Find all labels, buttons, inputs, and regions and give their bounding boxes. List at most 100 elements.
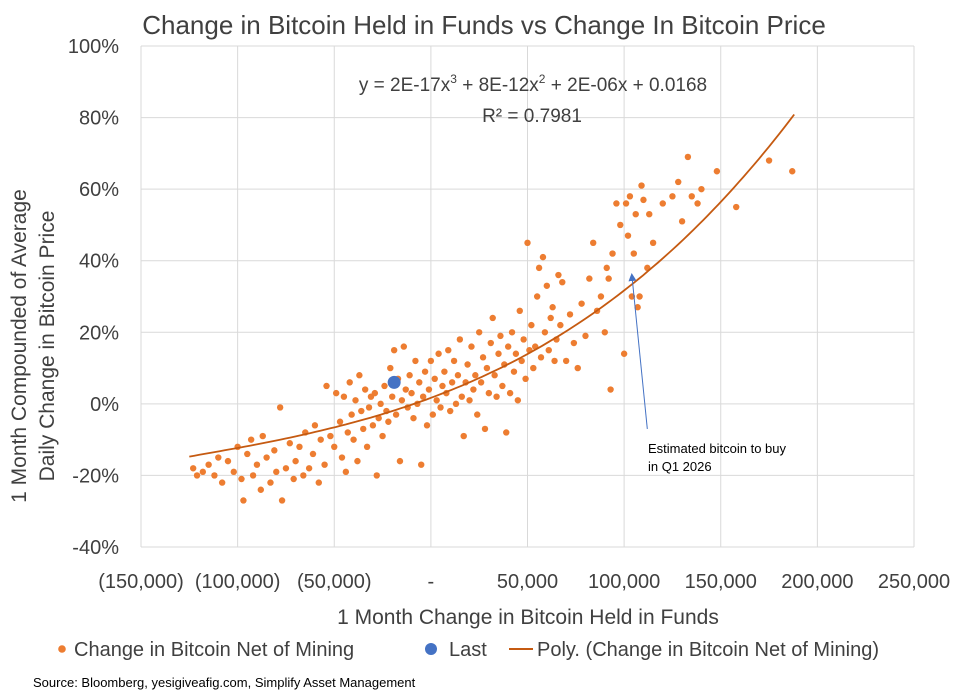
scatter-point [493, 393, 500, 400]
scatter-point [400, 343, 408, 350]
scatter-point [402, 386, 409, 393]
scatter-point [698, 185, 705, 193]
legend-label-last: Last [449, 639, 487, 661]
scatter-point [189, 465, 197, 472]
scatter-point [545, 346, 552, 354]
scatter-point [427, 357, 435, 365]
scatter-point [425, 386, 433, 393]
scatter-point [390, 346, 398, 354]
scatter-point [358, 407, 365, 415]
scatter-point [273, 468, 280, 476]
y-tick-label: -20% [72, 465, 119, 487]
scatter-point [371, 389, 379, 397]
scatter-point [300, 472, 307, 479]
scatter-point [516, 307, 523, 315]
scatter-point [379, 432, 386, 440]
scatter-point [441, 368, 448, 375]
scatter-point [435, 350, 442, 357]
scatter-point [249, 472, 257, 479]
scatter-point [622, 200, 630, 207]
scatter-point [713, 168, 721, 175]
scatter-point [508, 329, 516, 336]
y-axis-title: 1 Month Compounded of Average Daily Chan… [8, 189, 59, 503]
annotation-line1: Estimated bitcoin to buy [648, 441, 787, 456]
scatter-point [483, 364, 491, 372]
scatter-point [352, 397, 359, 404]
equation-suffix: + 2E-06x + 0.0168 [545, 75, 707, 96]
scatter-point [240, 497, 247, 504]
scatter-point [684, 153, 692, 161]
y-tick-label: 0% [90, 394, 119, 416]
trendline [189, 113, 795, 458]
scatter-point [276, 404, 284, 411]
scatter-point [530, 364, 537, 372]
scatter-point [487, 339, 494, 347]
scatter-point [398, 397, 406, 404]
scatter-point [535, 264, 543, 272]
scatter-point [481, 425, 489, 433]
scatter-point [506, 389, 514, 397]
legend-label-poly: Poly. (Change in Bitcoin Net of Mining) [537, 639, 879, 661]
scatter-point [475, 329, 483, 336]
x-tick-label: 50,000 [497, 571, 558, 593]
scatter-point [282, 465, 290, 472]
scatter-point [336, 418, 344, 425]
x-tick-label: 250,000 [878, 571, 950, 593]
scatter-point [626, 193, 634, 200]
scatter-point [381, 382, 388, 390]
scatter-point [416, 379, 423, 386]
scatter-point [539, 253, 547, 261]
scatter-point [354, 457, 361, 465]
scatter-point [694, 200, 701, 207]
scatter-point [590, 239, 597, 247]
scatter-point [408, 389, 415, 397]
chart-title: Change in Bitcoin Held in Funds vs Chang… [142, 10, 826, 40]
scatter-point [263, 454, 270, 461]
scatter-point [640, 196, 647, 204]
scatter-point [555, 271, 562, 279]
scatter-point [396, 457, 404, 465]
y-axis-title-line2: Daily Change in Bitcoin Price [36, 211, 59, 482]
scatter-point [582, 332, 589, 340]
scatter-point [669, 193, 676, 200]
y-tick-label: 80% [79, 108, 119, 130]
x-tick-label: 200,000 [781, 571, 853, 593]
scatter-point [601, 329, 608, 336]
scatter-point [470, 386, 477, 393]
scatter-point [630, 250, 637, 257]
scatter-point [489, 314, 496, 322]
scatter-point [468, 343, 475, 350]
scatter-point [678, 218, 686, 225]
scatter-point [586, 275, 593, 282]
last-point-group [387, 375, 401, 389]
scatter-point [609, 250, 616, 257]
scatter-point [688, 193, 695, 200]
y-axis-tick-labels: -40% -20% 0% 20% 40% 60% 80% 100% [68, 36, 119, 559]
scatter-point [518, 357, 525, 365]
scatter-point [259, 432, 266, 440]
x-tick-label: (50,000) [297, 571, 372, 593]
scatter-point [253, 461, 261, 468]
scatter-point [292, 457, 299, 465]
legend-marker-change-in-bitcoin [58, 645, 66, 653]
scatter-point [419, 393, 427, 400]
scatter-point [215, 454, 222, 461]
scatter-point [537, 354, 545, 361]
scatter-point [520, 336, 527, 343]
r-squared: R² = 0.7981 [482, 106, 582, 127]
scatter-point [433, 397, 440, 404]
scatter-point [603, 264, 610, 272]
equation-sup-2: 2 [539, 72, 546, 86]
scatter-point [257, 486, 265, 493]
scatter-point [360, 425, 367, 433]
scatter-point [431, 375, 438, 383]
scatter-point [309, 450, 317, 458]
scatter-point [244, 450, 251, 458]
annotation-arrow [628, 273, 648, 429]
scatter-point [620, 350, 628, 357]
scatter-point [512, 350, 520, 357]
scatter-point [578, 300, 585, 307]
scatter-point [377, 400, 384, 408]
x-tick-label: - [428, 571, 435, 593]
scatter-point [574, 364, 581, 372]
